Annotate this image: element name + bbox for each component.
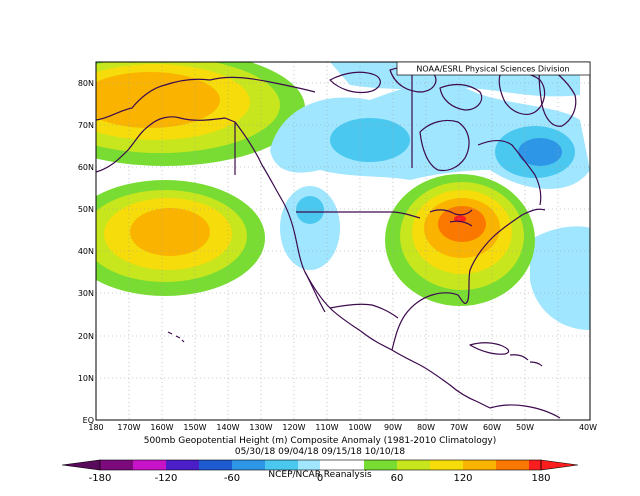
lat-label: 80N bbox=[78, 79, 94, 88]
lat-label: EQ bbox=[83, 416, 94, 425]
colorbar-segment bbox=[397, 460, 430, 470]
lon-label: 180 bbox=[88, 423, 103, 432]
colorbar-segment bbox=[496, 460, 529, 470]
colorbar-segment bbox=[298, 460, 320, 470]
lon-label: 120W bbox=[282, 423, 305, 432]
colorbar-segment bbox=[529, 460, 541, 470]
colorbar-tick: -120 bbox=[155, 473, 178, 484]
colorbar-segment bbox=[342, 460, 364, 470]
colorbar-segment bbox=[430, 460, 463, 470]
lon-label: 50W bbox=[516, 423, 534, 432]
lon-label: 70W bbox=[450, 423, 468, 432]
caption-source: NCEP/NCAR Reanalysis bbox=[268, 470, 372, 480]
coastlines bbox=[96, 62, 577, 419]
lon-label: 160W bbox=[150, 423, 173, 432]
colorbar-right-arrow bbox=[540, 459, 579, 471]
lon-label: 170W bbox=[117, 423, 140, 432]
lon-label: 80W bbox=[417, 423, 435, 432]
negative-anomaly-west-coast bbox=[280, 186, 340, 270]
colorbar-tick: -60 bbox=[224, 473, 240, 484]
colorbar-segment bbox=[232, 460, 265, 470]
lat-label: 40N bbox=[78, 247, 94, 256]
plot-frame bbox=[95, 61, 591, 421]
latitude-labels: 80N 70N 60N 50N 40N 30N 20N 10N EQ bbox=[78, 79, 94, 425]
colorbar-tick: -180 bbox=[89, 473, 112, 484]
colorbar-tick: 60 bbox=[391, 473, 404, 484]
anomaly-field bbox=[96, 62, 590, 330]
lon-label: 90W bbox=[384, 423, 402, 432]
colorbar-segment bbox=[166, 460, 199, 470]
lon-label: 130W bbox=[249, 423, 272, 432]
colorbar-segment bbox=[133, 460, 166, 470]
lon-label: 110W bbox=[315, 423, 338, 432]
source-label: NOAA/ESRL Physical Sciences Division bbox=[416, 65, 569, 74]
lon-label: 100W bbox=[348, 423, 371, 432]
colorbar-segment bbox=[100, 460, 133, 470]
lon-label: 60W bbox=[483, 423, 501, 432]
colorbar-tick: 120 bbox=[453, 473, 472, 484]
lon-label: 150W bbox=[183, 423, 206, 432]
lat-label: 70N bbox=[78, 121, 94, 130]
lat-label: 10N bbox=[78, 374, 94, 383]
colorbar-segment bbox=[265, 460, 298, 470]
lon-label: 140W bbox=[216, 423, 239, 432]
colorbar-tick: 0 bbox=[317, 473, 323, 484]
lon-label: 40W bbox=[579, 423, 597, 432]
negative-anomaly-atlantic bbox=[530, 226, 590, 330]
longitude-labels: 180 170W 160W 150W 140W 130W 120W 110W 1… bbox=[88, 423, 597, 432]
source-label-box bbox=[396, 61, 591, 76]
colorbar-segment bbox=[320, 460, 342, 470]
caption-title: 500mb Geopotential Height (m) Composite … bbox=[143, 436, 497, 446]
colorbar: -180 -120 -60 0 60 120 180 bbox=[61, 459, 579, 484]
colorbar-segment bbox=[463, 460, 496, 470]
colorbar-tick: 180 bbox=[531, 473, 550, 484]
lat-label: 30N bbox=[78, 289, 94, 298]
colorbar-segment bbox=[364, 460, 397, 470]
lat-label: 50N bbox=[78, 205, 94, 214]
lat-label: 20N bbox=[78, 332, 94, 341]
colorbar-segment bbox=[199, 460, 232, 470]
caption-dates: 05/30/18 09/04/18 09/15/18 10/10/18 bbox=[234, 447, 406, 457]
lat-label: 60N bbox=[78, 163, 94, 172]
colorbar-left-arrow bbox=[61, 459, 101, 471]
